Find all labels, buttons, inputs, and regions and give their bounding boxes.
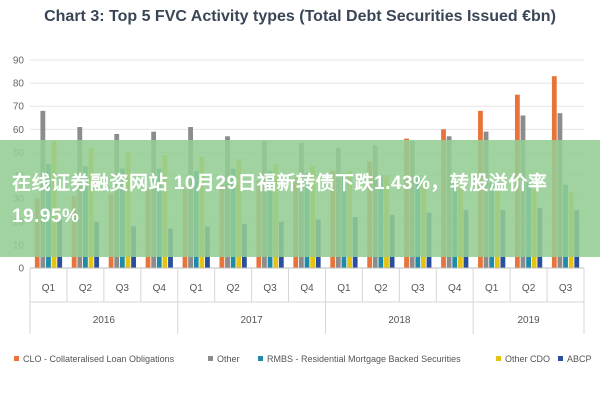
legend-label: ABCP (567, 354, 592, 364)
news-banner[interactable]: 在线证券融资网站 10月29日福新转债下跌1.43%，转股溢价率19.95% (0, 140, 600, 257)
news-banner-text: 在线证券融资网站 10月29日福新转债下跌1.43%，转股溢价率19.95% (12, 173, 548, 227)
x-tick-label: Q4 (153, 283, 167, 294)
x-tick-label: Q3 (559, 283, 573, 294)
x-tick-label: Q1 (190, 283, 204, 294)
x-tick-label: Q2 (374, 283, 388, 294)
y-tick-label: 0 (18, 264, 24, 275)
x-tick-label: Q3 (116, 283, 130, 294)
x-tick-label: Q2 (226, 283, 240, 294)
legend-swatch (496, 356, 501, 361)
x-tick-label: Q2 (79, 283, 93, 294)
legend-label: Other (217, 354, 240, 364)
x-tick-label: Q1 (485, 283, 499, 294)
legend-label: CLO - Collateralised Loan Obligations (23, 354, 175, 364)
y-tick-label: 80 (13, 79, 25, 90)
y-tick-label: 60 (13, 125, 25, 136)
legend-swatch (258, 356, 263, 361)
year-label: 2017 (240, 315, 263, 326)
x-tick-label: Q3 (263, 283, 277, 294)
x-tick-label: Q2 (522, 283, 536, 294)
year-label: 2016 (93, 315, 116, 326)
legend-label: RMBS - Residential Mortgage Backed Secur… (267, 354, 461, 364)
x-tick-label: Q3 (411, 283, 425, 294)
x-tick-label: Q4 (300, 283, 314, 294)
legend-swatch (558, 356, 563, 361)
legend-swatch (14, 356, 19, 361)
x-tick-label: Q4 (448, 283, 462, 294)
year-label: 2019 (517, 315, 540, 326)
x-tick-label: Q1 (42, 283, 56, 294)
year-label: 2018 (388, 315, 411, 326)
x-tick-label: Q1 (337, 283, 351, 294)
y-tick-label: 90 (13, 56, 25, 67)
chart-title: Chart 3: Top 5 FVC Activity types (Total… (44, 8, 556, 25)
legend-label: Other CDO (505, 354, 550, 364)
legend-swatch (208, 356, 213, 361)
y-tick-label: 70 (13, 102, 25, 113)
